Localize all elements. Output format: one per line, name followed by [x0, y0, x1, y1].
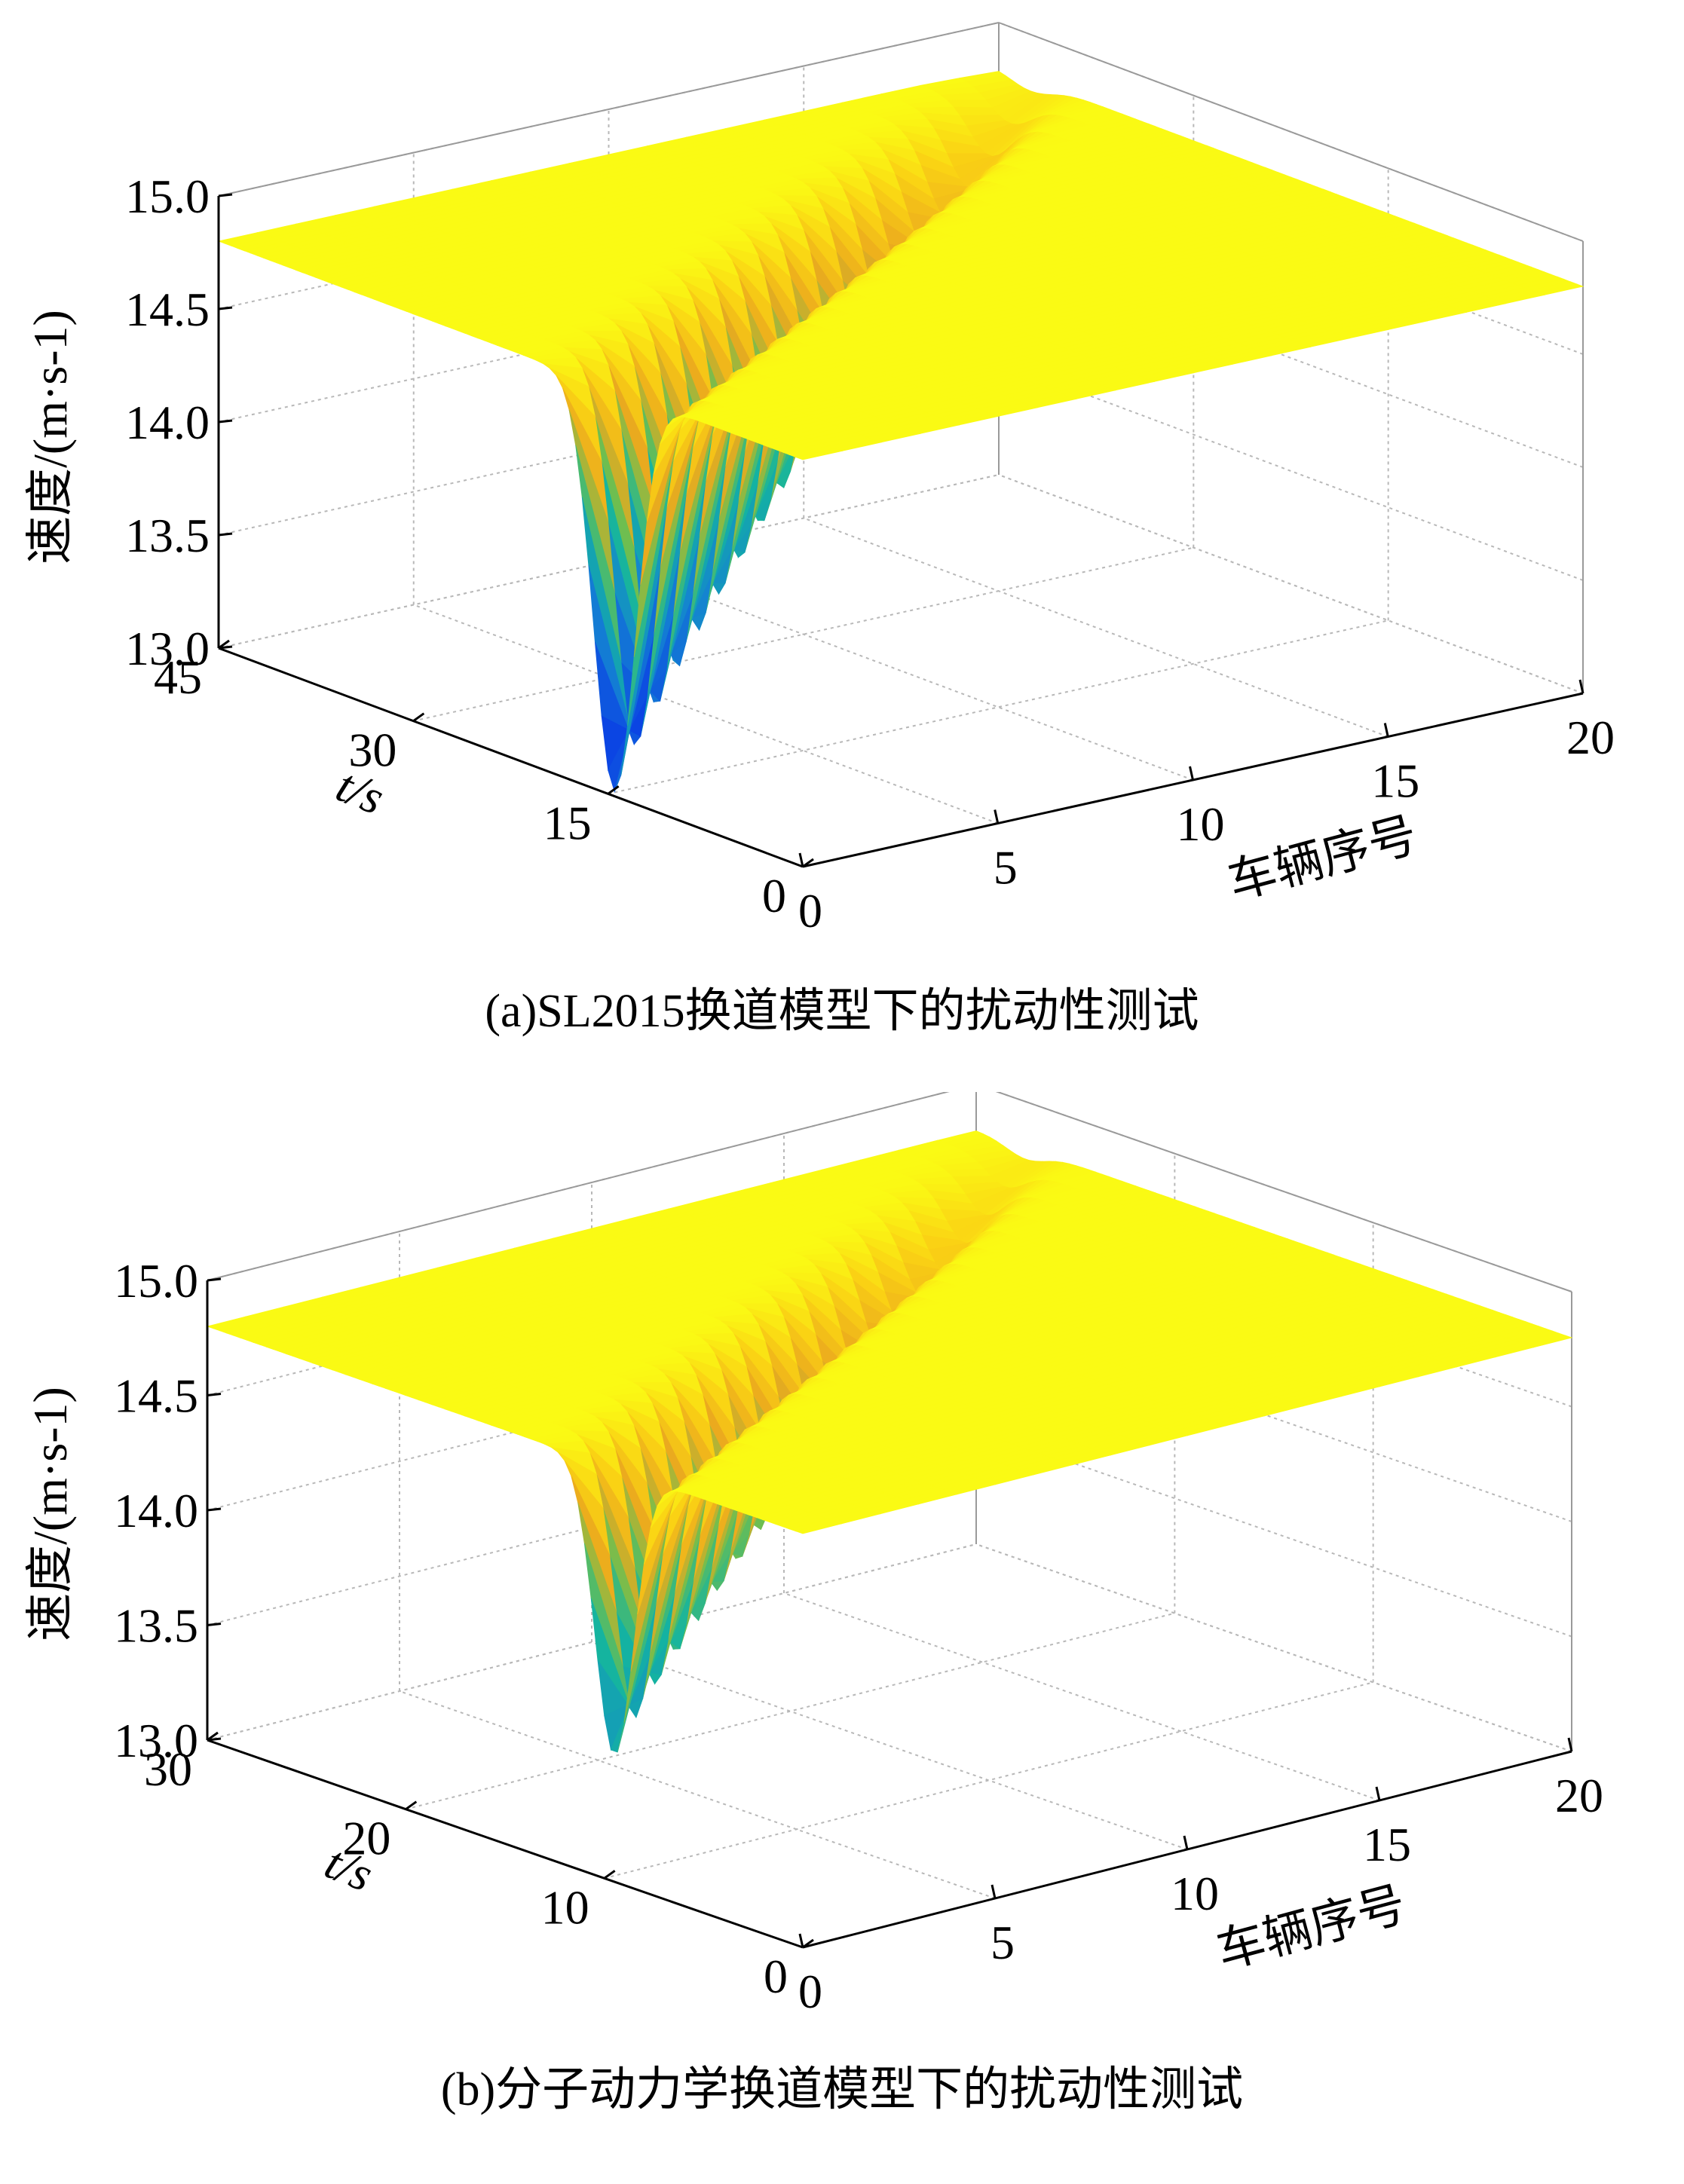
surface-patch: [795, 1521, 843, 1534]
z-tick-label: 13.5: [114, 1599, 198, 1653]
t-tick-label: 30: [348, 723, 397, 777]
x-tick-label: 15: [1363, 1818, 1411, 1871]
z-tick-label: 13.0: [125, 622, 210, 675]
t-tick-label: 20: [342, 1812, 390, 1865]
x-tick-label: 15: [1371, 754, 1419, 808]
chart-panel-a: 15.0 14.5 14.0 13.5 13.0 45 30 15 0 0 5 10 15 20 速度/(m…: [23, 22, 1615, 1037]
velocity-surface: [206, 1130, 1573, 1753]
t-tick-label: 0: [762, 869, 786, 922]
z-tick-label: 14.5: [125, 283, 210, 336]
t-axis-line: [207, 1739, 804, 1949]
z-tick-label: 13.5: [125, 509, 210, 562]
t-tick-label: 45: [154, 650, 202, 704]
x-axis-label: 车辆序号: [1223, 808, 1423, 910]
surface-patch: [945, 1168, 992, 1177]
t-tick-label: 0: [764, 1950, 788, 2003]
z-tick-label: 15.0: [114, 1254, 198, 1308]
z-tick-label: 14.0: [114, 1484, 198, 1537]
surface-patch: [795, 448, 844, 460]
z-axis-label: 速度/(m·s-1): [23, 310, 77, 564]
t-axis-line: [218, 647, 804, 868]
z-tick-label: 14.0: [125, 396, 210, 449]
caption-b: (b)分子动力学换道模型下的扰动性测试: [440, 2064, 1244, 2115]
chart-panel-b: 15.0 14.5 14.0 13.5 13.0 30 20 10 0 0 5 10 15 20 速度/(m…: [0, 1092, 1684, 2184]
x-tick-label: 5: [990, 1916, 1015, 1969]
x-tick-label: 0: [798, 1965, 822, 2018]
axes: 15.0 14.5 14.0 13.5 13.045 30 15 0 0 5 10 15 20: [125, 170, 1615, 938]
surface-patch: [945, 99, 994, 109]
x-tick-label: 10: [1177, 797, 1225, 851]
axes: 15.0 14.5 14.0 13.5 13.030 20 10 0 0 5 10 15 20: [114, 1254, 1603, 2018]
x-tick-label: 20: [1566, 711, 1615, 764]
caption-a: (a)SL2015换道模型下的扰动性测试: [485, 986, 1199, 1037]
x-tick-label: 5: [994, 841, 1018, 895]
x-tick-label: 10: [1171, 1867, 1219, 1920]
surface-plot-b: 15.0 14.5 14.0 13.5 13.030 20 10 0 0 5 10 15 20 速度/(m…: [23, 1092, 1603, 2018]
t-tick-label: 10: [541, 1880, 589, 1934]
t-tick-label: 15: [543, 796, 592, 849]
x-tick-label: 20: [1555, 1769, 1603, 1822]
x-tick-label: 0: [798, 884, 822, 938]
z-tick-label: 14.5: [114, 1369, 198, 1423]
t-tick-label: 30: [144, 1742, 192, 1796]
velocity-surface: [217, 71, 1584, 794]
surface-plot-a: 15.0 14.5 14.0 13.5 13.045 30 15 0 0 5 10 15 20 速度/(m…: [23, 22, 1615, 938]
surface-patch: [952, 106, 1000, 117]
z-axis-label: 速度/(m·s-1): [23, 1387, 77, 1641]
z-tick-label: 15.0: [125, 170, 210, 223]
z-tick-label: 13.0: [114, 1714, 198, 1767]
x-axis-label: 车辆序号: [1211, 1877, 1412, 1979]
